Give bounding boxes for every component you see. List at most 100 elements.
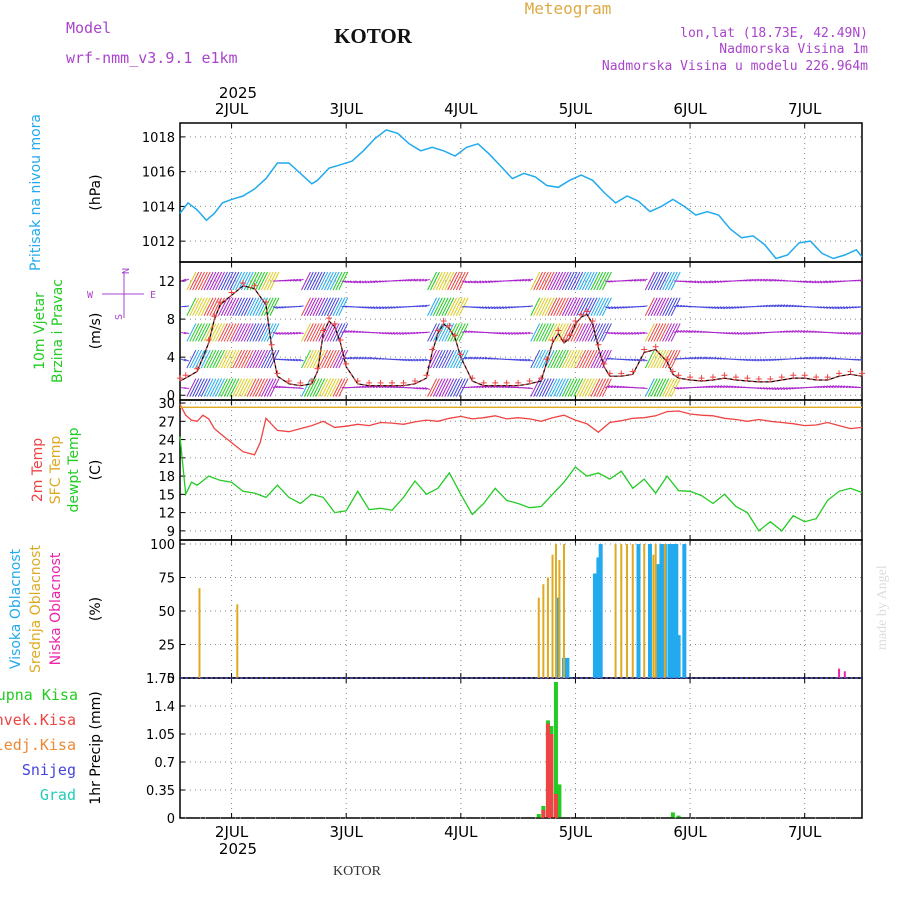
cloud-bar (555, 544, 557, 678)
wind-gust-marker (607, 370, 613, 376)
wind-gust-marker (721, 372, 727, 378)
wind-gust-marker (274, 370, 280, 376)
cloud-bar (542, 584, 544, 678)
cloud-bar (643, 544, 645, 678)
cloud-bar (547, 578, 549, 678)
y-tick-label: 1.4 (154, 700, 175, 715)
day-label-bottom: 3JUL (330, 823, 364, 841)
wind-gust-marker (423, 372, 429, 378)
compass-south: S (114, 314, 125, 320)
y-tick-label: 1.05 (146, 728, 175, 743)
page-title: KOTOR (334, 24, 413, 48)
wind-gust-marker (355, 378, 361, 384)
precip-bar (549, 734, 553, 818)
unit-label: (hPa) (88, 174, 104, 210)
cloud-bar (652, 555, 654, 678)
wind-gust-marker (378, 380, 384, 386)
y-tick-label: 24 (158, 434, 175, 449)
unit-label: (C) (88, 460, 104, 481)
legend-label: Ukupna Kisa (0, 686, 78, 704)
wind-gust-marker (550, 337, 556, 343)
y-tick-label: 0.7 (154, 756, 175, 771)
wind-gust-marker (492, 380, 498, 386)
side-label: Visoka Oblacnost (8, 548, 24, 669)
y-tick-label: 0 (167, 812, 175, 827)
y-tick-label: 1016 (142, 166, 175, 181)
y-tick-label: 0.35 (146, 784, 175, 799)
wind-gust-marker (802, 372, 808, 378)
cloud-bar (667, 544, 671, 678)
cloud-bar (838, 669, 840, 678)
panel-frame (180, 540, 862, 678)
cloud-bar (632, 544, 634, 678)
product-label: Meteogram (525, 0, 612, 18)
compass-rose: W E N S (87, 268, 156, 320)
wind-gust-marker (653, 344, 659, 350)
wind-gust-marker (269, 342, 275, 348)
day-label-bottom: 4JUL (444, 823, 478, 841)
coords-label: lon,lat (18.73E, 42.49N) (680, 26, 868, 41)
cloud-bar (565, 658, 569, 678)
day-label-top: 7JUL (788, 100, 822, 118)
y-tick-label: 100 (150, 538, 175, 553)
side-label: 10m Vjetar (32, 292, 48, 370)
compass-west: W (87, 290, 94, 301)
cloud-bar (593, 573, 597, 678)
cloud-bar (599, 544, 603, 678)
precip-bar (537, 814, 541, 818)
wind-hatch (181, 272, 865, 397)
cloud-bar (648, 544, 652, 678)
legend-label: Konvek.Kisa (0, 711, 76, 729)
y-tick-label: 50 (158, 605, 175, 620)
day-label-bottom: 2JUL (215, 823, 249, 841)
footer-station: KOTOR (333, 864, 382, 879)
side-label: Niska Oblacnost (48, 552, 64, 665)
y-tick-label: 21 (158, 452, 175, 467)
precip-bar (546, 724, 550, 818)
legend-label: Zaledj.Kisa (0, 736, 76, 754)
y-tick-label: 1014 (142, 200, 175, 215)
unit-label: (%) (88, 597, 104, 621)
cloud-bar (552, 555, 554, 678)
day-label-bottom: 6JUL (673, 823, 707, 841)
y-tick-label: 1018 (142, 131, 175, 146)
cloud-bar (236, 604, 238, 678)
y-tick-label: 75 (158, 572, 175, 587)
cloud-bar (538, 598, 540, 678)
model-label: Model (66, 19, 111, 37)
cloud-bar (620, 544, 622, 678)
watermark: made by Angel (875, 565, 890, 650)
day-label-bottom: 5JUL (559, 823, 593, 841)
cloud-bar (671, 544, 675, 678)
precip-bar (671, 812, 675, 818)
temp-line-0 (180, 404, 862, 455)
side-label: Brzina i Pravac (50, 279, 66, 383)
wind-gust-marker (699, 375, 705, 381)
wind-gust-marker (206, 337, 212, 343)
legend-label: Snijeg (22, 761, 76, 779)
y-tick-label: 12 (158, 275, 175, 290)
wind-gust-marker (744, 375, 750, 381)
cloud-bar (682, 544, 686, 678)
cloud-bar (558, 560, 560, 678)
model-name: wrf-nmm_v3.9.1 e1km (66, 49, 238, 67)
cloud-bar (664, 544, 666, 678)
compass-east: E (150, 290, 156, 301)
wind-gust-marker (326, 315, 332, 321)
side-label: Srednja Oblacnost (28, 545, 44, 673)
wind-gust-marker (343, 361, 349, 367)
cloud-bar (655, 544, 657, 678)
day-label-top: 5JUL (559, 100, 593, 118)
wind-gust-marker (561, 337, 567, 343)
wind-gust-marker (229, 289, 235, 295)
wind-speed-line (180, 286, 862, 386)
day-label-top: 2JUL (215, 100, 249, 118)
unit-label: (m/s) (88, 313, 104, 350)
wind-gust-marker (504, 380, 510, 386)
year-bottom: 2025 (219, 840, 257, 858)
